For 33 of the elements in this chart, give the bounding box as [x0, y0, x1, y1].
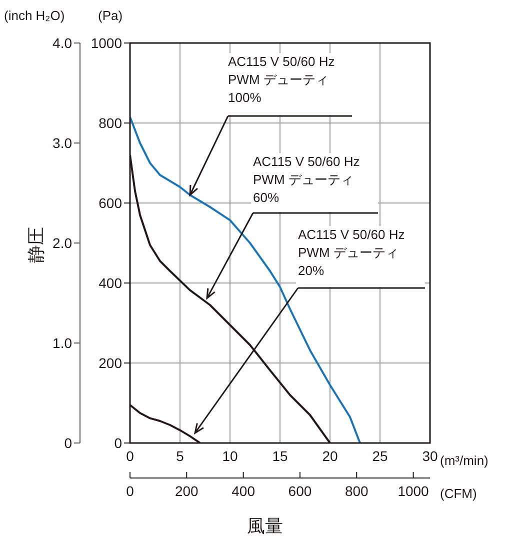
y2-axis-title: 静圧	[26, 227, 46, 263]
x-tick-label: 30	[422, 448, 438, 464]
y-tick-label: 200	[98, 354, 122, 371]
x2-tick-label: 400	[232, 483, 256, 499]
text: (inch H₂O)	[4, 8, 65, 23]
y-tick-label: 800	[98, 114, 122, 131]
y2-tick-label: 2.0	[52, 234, 72, 251]
x2-tick-label: 1000	[398, 483, 430, 499]
annotation: AC115 V 50/60 Hz PWM デューティ 60%	[253, 154, 360, 205]
y-tick-label: 1000	[90, 34, 122, 51]
y2-tick-label: 1.0	[52, 334, 72, 351]
x-tick-label: 25	[372, 448, 388, 464]
y-tick-label: 0	[114, 434, 122, 451]
x-tick-label: 15	[272, 448, 288, 464]
x-tick-label: 5	[176, 448, 184, 464]
y2-tick-label: 3.0	[52, 134, 72, 151]
text: (Pa)	[98, 8, 123, 23]
x2-tick-label: 600	[288, 483, 312, 499]
x-axis-title: 風量	[247, 516, 283, 536]
y-tick-label: 400	[98, 274, 122, 291]
y2-tick-label: 4.0	[52, 34, 72, 51]
x-tick-label: 10	[222, 448, 238, 464]
text: (m³/min)	[440, 453, 488, 468]
x-tick-label: 20	[322, 448, 338, 464]
y2-tick-label: 0	[64, 434, 72, 451]
text: (CFM)	[440, 486, 477, 501]
y-tick-label: 600	[98, 194, 122, 211]
annotation: AC115 V 50/60 Hz PWM デューティ 20%	[298, 227, 405, 278]
x-tick-label: 0	[126, 448, 134, 464]
x2-tick-label: 200	[174, 483, 199, 499]
x2-tick-label: 800	[344, 483, 369, 499]
annotation: AC115 V 50/60 Hz PWM デューティ 100%	[228, 54, 335, 105]
x2-tick-label: 0	[126, 483, 134, 499]
